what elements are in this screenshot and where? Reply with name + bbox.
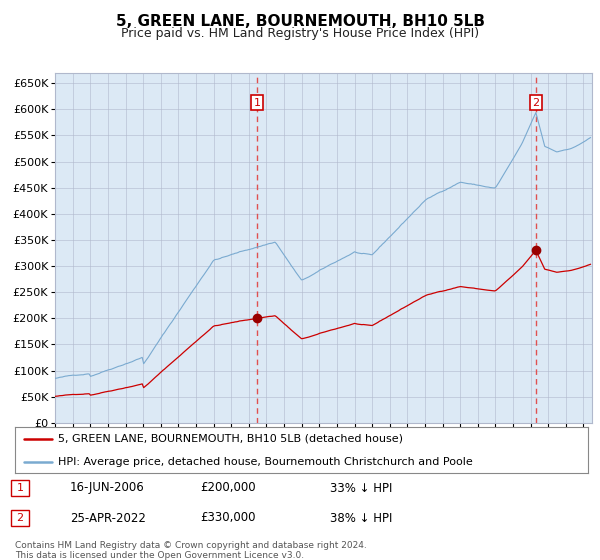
Text: 1: 1 — [253, 97, 260, 108]
Text: HPI: Average price, detached house, Bournemouth Christchurch and Poole: HPI: Average price, detached house, Bour… — [58, 457, 473, 466]
Text: 2: 2 — [532, 97, 539, 108]
Text: Contains HM Land Registry data © Crown copyright and database right 2024.: Contains HM Land Registry data © Crown c… — [15, 542, 367, 550]
Text: 33% ↓ HPI: 33% ↓ HPI — [330, 482, 392, 494]
Text: 5, GREEN LANE, BOURNEMOUTH, BH10 5LB (detached house): 5, GREEN LANE, BOURNEMOUTH, BH10 5LB (de… — [58, 434, 403, 444]
Text: 38% ↓ HPI: 38% ↓ HPI — [330, 511, 392, 525]
Text: £200,000: £200,000 — [200, 482, 256, 494]
Text: Price paid vs. HM Land Registry's House Price Index (HPI): Price paid vs. HM Land Registry's House … — [121, 27, 479, 40]
Text: 2: 2 — [16, 513, 23, 523]
Text: 1: 1 — [17, 483, 23, 493]
Text: 5, GREEN LANE, BOURNEMOUTH, BH10 5LB: 5, GREEN LANE, BOURNEMOUTH, BH10 5LB — [115, 14, 485, 29]
Text: £330,000: £330,000 — [200, 511, 256, 525]
Text: 16-JUN-2006: 16-JUN-2006 — [70, 482, 145, 494]
FancyBboxPatch shape — [11, 480, 29, 496]
FancyBboxPatch shape — [11, 510, 29, 526]
Text: This data is licensed under the Open Government Licence v3.0.: This data is licensed under the Open Gov… — [15, 552, 304, 560]
Text: 25-APR-2022: 25-APR-2022 — [70, 511, 146, 525]
